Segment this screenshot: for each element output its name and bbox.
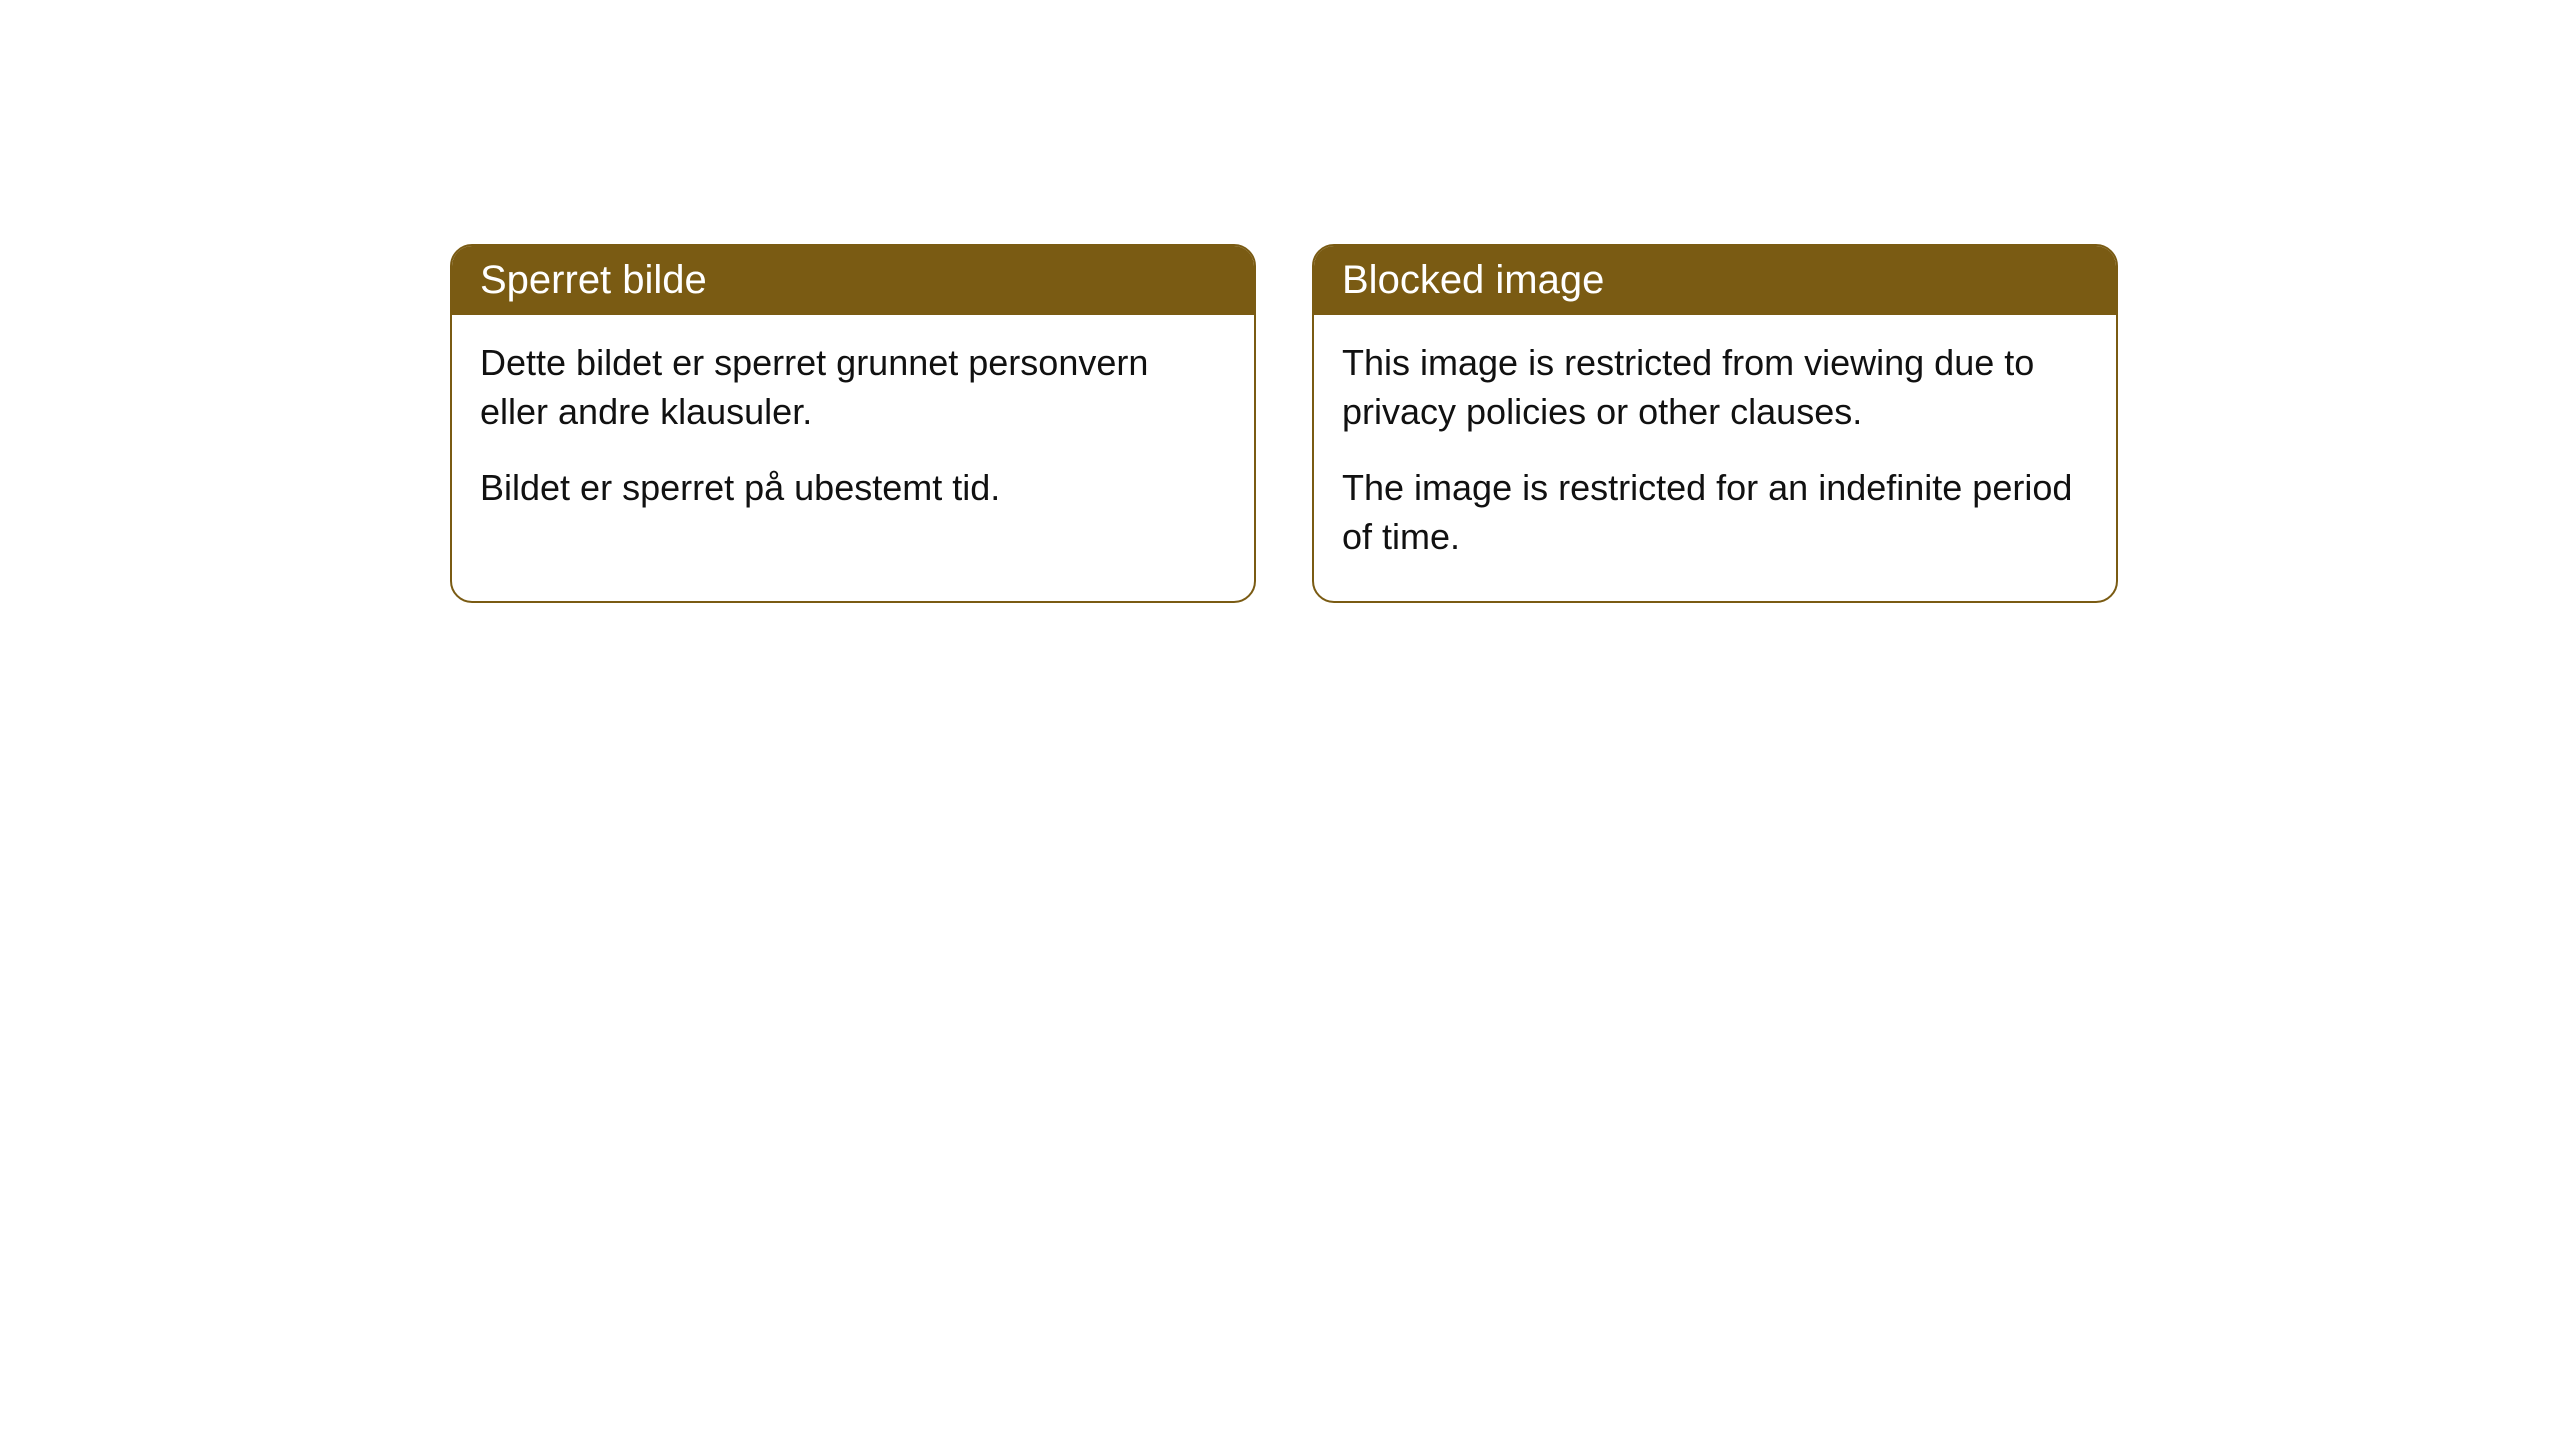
card-title: Blocked image	[1342, 258, 1604, 302]
blocked-image-card-english: Blocked image This image is restricted f…	[1312, 244, 2118, 603]
card-title: Sperret bilde	[480, 258, 707, 302]
card-paragraph-1: This image is restricted from viewing du…	[1342, 339, 2088, 436]
card-paragraph-2: Bildet er sperret på ubestemt tid.	[480, 464, 1226, 513]
card-body-norwegian: Dette bildet er sperret grunnet personve…	[452, 315, 1254, 553]
card-paragraph-2: The image is restricted for an indefinit…	[1342, 464, 2088, 561]
card-paragraph-1: Dette bildet er sperret grunnet personve…	[480, 339, 1226, 436]
card-header-english: Blocked image	[1314, 246, 2116, 315]
blocked-image-card-norwegian: Sperret bilde Dette bildet er sperret gr…	[450, 244, 1256, 603]
cards-container: Sperret bilde Dette bildet er sperret gr…	[0, 0, 2560, 603]
card-header-norwegian: Sperret bilde	[452, 246, 1254, 315]
card-body-english: This image is restricted from viewing du…	[1314, 315, 2116, 601]
